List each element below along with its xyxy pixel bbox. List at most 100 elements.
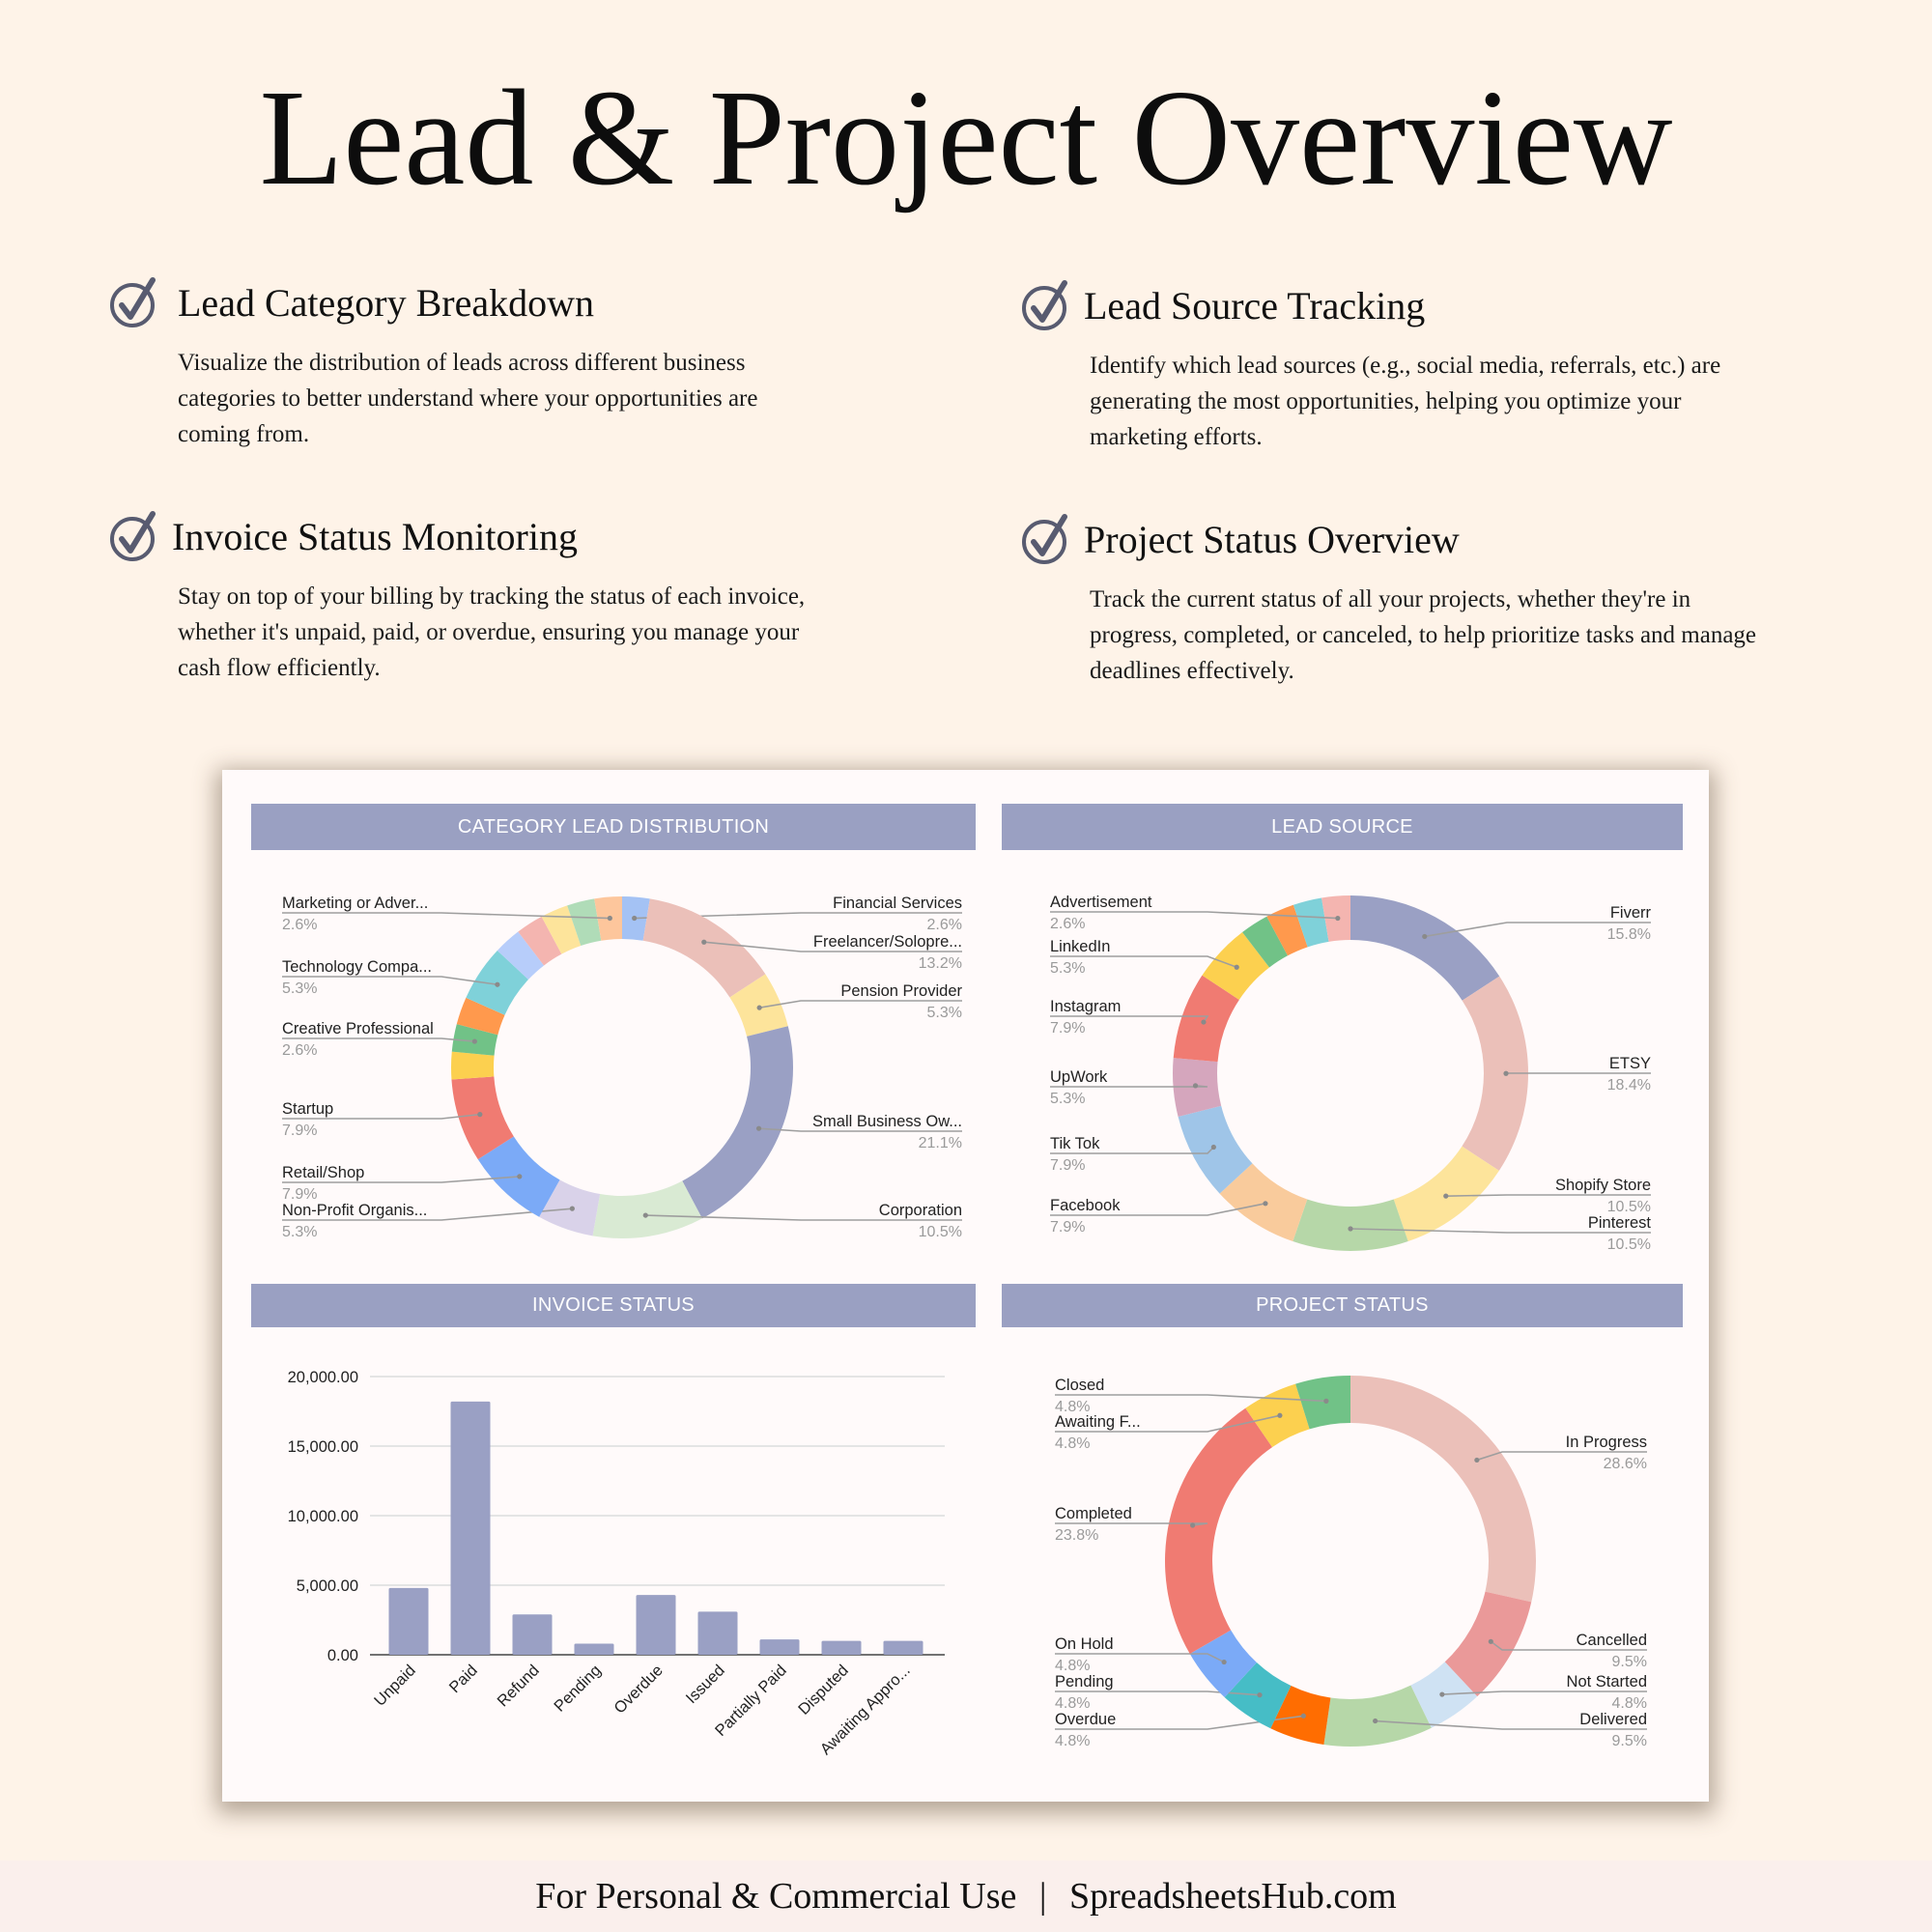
slice-percent: 5.3% — [282, 980, 317, 997]
slice-percent: 2.6% — [927, 917, 962, 933]
bar-awaiting-appro — [883, 1640, 923, 1655]
leader-line — [1375, 1719, 1647, 1730]
page-title: Lead & Project Overview — [259, 61, 1673, 213]
slice-label: Pension Provider — [840, 982, 962, 1000]
slice-in-progress — [1350, 1376, 1537, 1603]
slice-label: Facebook — [1050, 1197, 1121, 1214]
feature-heading: Lead Source Tracking — [1084, 283, 1426, 327]
slice-percent: 7.9% — [282, 1186, 317, 1203]
slice-unlabeled — [1293, 897, 1329, 948]
leader-dot — [755, 1125, 762, 1131]
slice-label: Completed — [1055, 1505, 1132, 1522]
slice-unlabeled — [518, 916, 562, 966]
slice-percent: 4.8% — [1055, 1695, 1090, 1712]
leader-line — [1055, 1414, 1281, 1433]
y-tick-label: 10,000.00 — [288, 1508, 358, 1525]
footer-separator: | — [1038, 1876, 1047, 1917]
bar-unpaid — [388, 1587, 429, 1655]
feature-description: Visualize the distribution of leads acro… — [178, 350, 758, 447]
slice-percent: 15.8% — [1607, 926, 1651, 943]
slice-startup — [451, 1076, 514, 1160]
feature-lead-source: Lead Source Tracking Identify which lead… — [1020, 276, 1793, 455]
slice-percent: 10.5% — [1607, 1236, 1651, 1253]
slice-label: LinkedIn — [1050, 938, 1110, 955]
leader-dot — [1300, 1713, 1306, 1719]
slice-percent: 2.6% — [282, 1042, 317, 1059]
slice-unlabeled — [497, 931, 545, 980]
leader-line — [1050, 1146, 1214, 1154]
leader-dot — [517, 1174, 523, 1179]
leader-line — [1441, 1690, 1647, 1695]
leader-dot — [471, 1038, 477, 1044]
slice-label: Technology Compa... — [282, 958, 432, 976]
slice-label: Awaiting F... — [1055, 1413, 1141, 1431]
leader-dot — [632, 915, 638, 922]
leader-line — [1055, 1653, 1225, 1663]
slice-label: Small Business Ow... — [812, 1113, 962, 1130]
slice-percent: 28.6% — [1604, 1456, 1647, 1472]
slice-unlabeled — [451, 1051, 495, 1080]
slice-label: Not Started — [1567, 1673, 1647, 1690]
leader-line — [1055, 1522, 1208, 1526]
x-tick-label: Refund — [494, 1662, 542, 1710]
slice-label: Advertisement — [1050, 894, 1152, 911]
x-tick-label: Paid — [446, 1662, 481, 1696]
slice-label: On Hold — [1055, 1635, 1114, 1653]
leader-dot — [569, 1206, 575, 1211]
slice-percent: 7.9% — [282, 1122, 317, 1139]
slice-label: In Progress — [1566, 1434, 1647, 1451]
leader-line — [1050, 1085, 1208, 1088]
slice-completed — [1164, 1407, 1273, 1654]
slice-percent: 21.1% — [919, 1135, 962, 1151]
leader-line — [645, 1214, 962, 1221]
feature-invoice-status: Invoice Status Monitoring Stay on top of… — [108, 507, 881, 686]
leader-line — [1055, 1394, 1326, 1403]
bar-paid — [450, 1401, 491, 1655]
footer: For Personal & Commercial Use | Spreadsh… — [0, 1861, 1932, 1932]
leader-dot — [701, 939, 707, 945]
slice-percent: 5.3% — [282, 1224, 317, 1240]
feature-project-status: Project Status Overview Track the curren… — [1020, 510, 1793, 689]
leader-dot — [756, 1005, 762, 1010]
slice-label: Financial Services — [833, 895, 962, 912]
slice-label: Corporation — [879, 1202, 962, 1219]
chart-header-invoice: INVOICE STATUS — [251, 1284, 976, 1327]
leader-dot — [1263, 1201, 1268, 1207]
leader-line — [282, 976, 498, 986]
leader-dot — [1221, 1659, 1227, 1665]
bar-overdue — [636, 1595, 676, 1655]
slice-closed — [1295, 1376, 1350, 1430]
leader-dot — [642, 1212, 648, 1218]
slice-percent: 4.8% — [1055, 1435, 1090, 1452]
check-circle-icon — [1022, 280, 1067, 330]
leader-line — [282, 1037, 475, 1042]
leader-dot — [495, 981, 500, 987]
footer-site-link[interactable]: SpreadsheetsHub.com — [1068, 1876, 1397, 1917]
slice-percent: 13.2% — [919, 955, 962, 972]
slice-label: Instagram — [1050, 998, 1121, 1015]
leader-line — [1050, 955, 1237, 969]
check-circle-icon — [1022, 514, 1067, 564]
slice-label: Marketing or Adver... — [282, 895, 428, 912]
slice-corporation — [592, 1180, 702, 1238]
chart-header-lead-source: LEAD SOURCE — [1002, 804, 1683, 850]
leader-line — [282, 1113, 480, 1120]
leader-dot — [1439, 1691, 1445, 1697]
slice-percent: 5.3% — [1050, 1091, 1085, 1107]
slice-label: Delivered — [1579, 1711, 1647, 1728]
leader-dot — [1335, 915, 1341, 922]
leader-line — [1476, 1451, 1647, 1462]
leader-line — [1350, 1228, 1651, 1234]
slice-label: Startup — [282, 1100, 333, 1118]
x-tick-label: Overdue — [611, 1662, 666, 1717]
slice-label: Overdue — [1055, 1711, 1116, 1728]
feature-heading: Project Status Overview — [1084, 517, 1460, 561]
leader-line — [282, 1176, 520, 1183]
x-tick-label: Disputed — [795, 1662, 852, 1719]
check-circle-icon — [110, 511, 156, 561]
footer-usage: For Personal & Commercial Use — [535, 1876, 1017, 1917]
leader-dot — [1323, 1398, 1329, 1404]
leader-dot — [1474, 1457, 1480, 1463]
check-circle-icon — [110, 277, 156, 327]
